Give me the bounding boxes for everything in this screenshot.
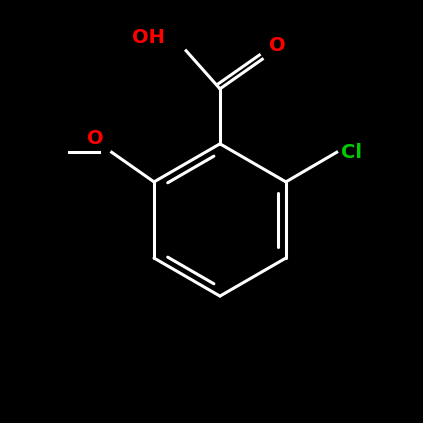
Text: Cl: Cl: [341, 143, 362, 162]
Text: OH: OH: [132, 27, 165, 47]
Text: O: O: [87, 129, 103, 148]
Text: O: O: [269, 36, 285, 55]
